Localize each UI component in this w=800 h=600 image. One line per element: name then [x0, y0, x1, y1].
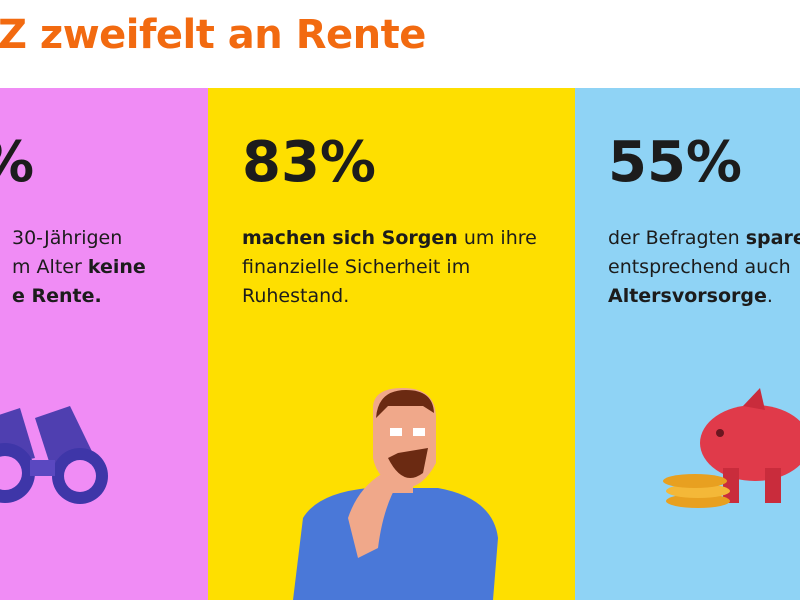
panel-text: der Befragten spare entsprechend auch Alte…	[608, 224, 800, 311]
bold-text: spare	[745, 227, 800, 249]
text-line: e Rente.	[12, 282, 146, 311]
text-line: 30-Jährigen	[12, 224, 146, 253]
text-line: Altersvorsorge.	[608, 282, 800, 311]
text-line: entsprechend auch	[608, 253, 800, 282]
text: Ruhestand.	[242, 285, 350, 307]
text: finanzielle Sicherheit im	[242, 256, 471, 278]
text: .	[766, 285, 773, 307]
piggy-bank-icon	[663, 388, 800, 508]
man-icon	[293, 388, 498, 600]
bold-text: keine	[87, 256, 146, 278]
title: Z zweifelt an Rente	[0, 12, 426, 58]
text: um ihre	[457, 227, 537, 249]
text-line: der Befragten spare	[608, 224, 800, 253]
text-line: machen sich Sorgen um ihre	[242, 224, 537, 253]
bold-text: machen sich Sorgen	[242, 227, 458, 249]
panel: 83% machen sich Sorgen um ihre finanziell…	[208, 88, 575, 600]
stat: %	[0, 130, 34, 195]
panel: % 30-Jährigen m Alter keine e Rente.	[0, 88, 208, 600]
panel-text: machen sich Sorgen um ihre finanzielle Si…	[242, 224, 537, 311]
stat: 83%	[242, 130, 377, 195]
bold-text: e Rente.	[12, 285, 102, 307]
text: 30-Jährigen	[12, 227, 123, 249]
text-line: Ruhestand.	[242, 282, 537, 311]
text: der Befragten	[608, 227, 746, 249]
bold-text: Altersvorsorge	[608, 285, 767, 307]
text: entsprechend auch	[608, 256, 791, 278]
binoculars-icon	[0, 406, 108, 504]
panel: 55% der Befragten spare entsprechend auch…	[575, 88, 800, 600]
text-line: m Alter keine	[12, 253, 146, 282]
panel-text: 30-Jährigen m Alter keine e Rente.	[12, 224, 146, 311]
text: m Alter	[12, 256, 88, 278]
text-line: finanzielle Sicherheit im	[242, 253, 537, 282]
stat: 55%	[608, 130, 743, 195]
